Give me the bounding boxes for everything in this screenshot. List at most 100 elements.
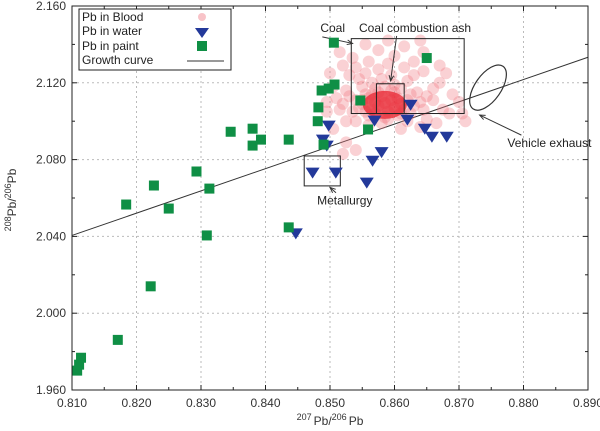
y-title-sup2: 206 bbox=[3, 183, 13, 198]
paint-point bbox=[313, 102, 324, 113]
x-tick-label: 0.830 bbox=[186, 396, 216, 410]
paint-point bbox=[363, 124, 374, 135]
water-point bbox=[367, 115, 382, 127]
paint-point bbox=[72, 365, 83, 376]
paint-point bbox=[225, 126, 236, 137]
paint-point bbox=[323, 83, 334, 94]
blood-point bbox=[398, 61, 411, 74]
paint-point bbox=[163, 203, 174, 214]
metallurgy-label: Metallurgy bbox=[317, 194, 372, 208]
blood-point bbox=[427, 82, 440, 95]
vehicle-exhaust-arrow-head bbox=[478, 114, 486, 120]
blood-point bbox=[349, 115, 362, 128]
blood-point bbox=[459, 115, 472, 128]
coal-combustion-ash-arrow-line bbox=[390, 35, 398, 81]
blood-point bbox=[349, 144, 362, 156]
water-point bbox=[365, 155, 380, 167]
paint-point bbox=[247, 140, 258, 151]
legend-marker-water bbox=[195, 28, 209, 38]
blood-point bbox=[398, 40, 411, 53]
blood-dense-core bbox=[362, 90, 407, 119]
paint-point bbox=[318, 139, 329, 150]
x-tick-label: 0.890 bbox=[573, 396, 600, 410]
legend-label-water: Pb in water bbox=[82, 24, 142, 38]
water-point bbox=[305, 167, 320, 179]
x-tick-label: 0.870 bbox=[444, 396, 474, 410]
blood-point bbox=[388, 78, 401, 91]
y-tick-label: 2.080 bbox=[36, 153, 66, 167]
paint-point bbox=[312, 116, 323, 127]
blood-point bbox=[372, 63, 385, 76]
blood-point bbox=[333, 46, 346, 59]
blood-point bbox=[404, 88, 417, 101]
paint-series bbox=[72, 37, 432, 376]
y-tick-label: 2.120 bbox=[36, 76, 66, 90]
y-tick-labels: 1.960 2.000 2.040 2.080 2.120 2.160 bbox=[36, 0, 66, 397]
legend-label-blood: Pb in Blood bbox=[82, 10, 143, 24]
paint-point bbox=[316, 85, 327, 96]
coal-combustion-ash-label: Coal combustion ash bbox=[359, 21, 471, 35]
blood-point bbox=[433, 76, 446, 89]
legend-marker-blood bbox=[198, 13, 206, 21]
x-title-sup1: 207 bbox=[297, 412, 312, 422]
blood-point bbox=[446, 88, 459, 101]
blood-point bbox=[407, 55, 420, 68]
x-title-base2: Pb bbox=[349, 414, 364, 428]
water-point bbox=[328, 167, 343, 179]
paint-point bbox=[283, 222, 294, 233]
blood-point bbox=[333, 103, 346, 116]
blood-point bbox=[382, 34, 395, 47]
blood-point bbox=[330, 92, 343, 105]
blood-point bbox=[359, 38, 372, 51]
blood-point bbox=[343, 90, 356, 103]
paint-point bbox=[328, 37, 339, 48]
water-point bbox=[359, 177, 374, 189]
blood-point bbox=[417, 65, 430, 78]
blood-point bbox=[324, 67, 336, 80]
x-tick-label: 0.880 bbox=[508, 396, 538, 410]
paint-point bbox=[255, 134, 266, 145]
x-title-base1: Pb/ bbox=[314, 414, 333, 428]
y-title-sup1: 208 bbox=[3, 216, 13, 231]
paint-point bbox=[76, 352, 87, 363]
blood-point bbox=[420, 90, 433, 103]
paint-point bbox=[421, 53, 432, 64]
vehicle-exhaust-arrow-line bbox=[479, 114, 522, 136]
y-tick-label: 1.960 bbox=[36, 383, 66, 397]
water-point bbox=[321, 120, 336, 132]
blood-point bbox=[343, 69, 356, 82]
axis-ticks bbox=[71, 5, 589, 391]
y-axis-title: 208Pb/206Pb bbox=[3, 168, 19, 231]
blood-point bbox=[353, 72, 366, 85]
paint-point bbox=[329, 79, 340, 90]
legend-marker-paint bbox=[197, 41, 207, 51]
metallurgy-arrow-head bbox=[329, 186, 336, 194]
paint-point bbox=[148, 180, 159, 191]
paint-point bbox=[121, 199, 132, 210]
y-tick-label: 2.000 bbox=[36, 306, 66, 320]
blood-point bbox=[362, 55, 375, 68]
blood-point bbox=[346, 105, 359, 118]
legend-markers bbox=[187, 13, 224, 62]
blood-point bbox=[414, 96, 427, 108]
y-title-base2: Pb bbox=[5, 168, 19, 183]
x-tick-label: 0.810 bbox=[57, 396, 87, 410]
blood-point bbox=[436, 103, 449, 116]
blood-point bbox=[320, 96, 333, 108]
legend-label-growth: Growth curve bbox=[82, 53, 154, 67]
x-tick-labels: 0.810 0.820 0.830 0.840 0.850 0.860 0.870 0.880… bbox=[57, 396, 600, 410]
blood-point bbox=[440, 67, 453, 80]
legend-label-paint: Pb in paint bbox=[82, 39, 139, 53]
blood-point bbox=[382, 57, 395, 70]
x-tick-label: 0.850 bbox=[315, 396, 345, 410]
coal-label: Coal bbox=[320, 21, 345, 35]
legend: Pb in Blood Pb in water Pb in paint Grow… bbox=[78, 8, 232, 71]
metallurgy-arrow-line bbox=[329, 187, 337, 194]
vehicle-exhaust-ellipse bbox=[469, 64, 507, 111]
water-point bbox=[400, 114, 415, 126]
blood-point bbox=[336, 59, 349, 72]
blood-point bbox=[375, 72, 388, 85]
paint-point bbox=[112, 334, 123, 345]
blood-point bbox=[340, 84, 353, 97]
